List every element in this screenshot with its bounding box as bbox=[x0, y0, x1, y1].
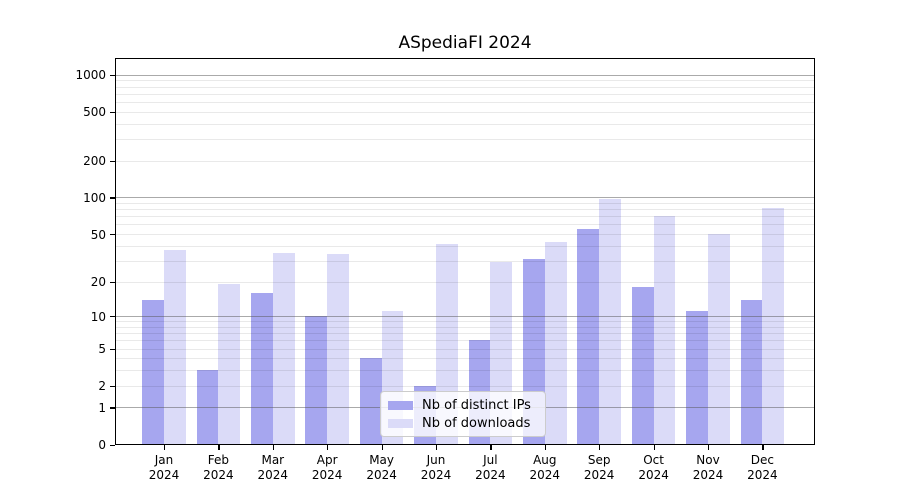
bar-nb-of-downloads-mar-2024 bbox=[272, 252, 295, 445]
y-gridline-major-10 bbox=[115, 316, 815, 318]
y-gridline-minor-5 bbox=[115, 348, 815, 350]
legend-label-downloads: Nb of downloads bbox=[422, 415, 531, 431]
y-tick-label-1000: 1000 bbox=[75, 68, 106, 83]
x-tick-label-aug-2024: Aug 2024 bbox=[529, 452, 561, 482]
y-tick-label-200: 200 bbox=[83, 154, 106, 169]
y-tick-label-50: 50 bbox=[90, 227, 106, 242]
y-gridline-minor-9 bbox=[115, 321, 815, 323]
y-gridline-minor-700 bbox=[115, 93, 815, 95]
y-gridline-major-100 bbox=[115, 197, 815, 199]
x-tick-may-2024 bbox=[381, 444, 383, 450]
y-tick-1 bbox=[110, 407, 115, 409]
y-gridline-minor-600 bbox=[115, 102, 815, 103]
bar-nb-of-downloads-dec-2024 bbox=[762, 207, 785, 445]
y-gridline-minor-6 bbox=[115, 340, 815, 342]
legend: Nb of distinct IPs Nb of downloads bbox=[380, 391, 546, 437]
x-tick-jan-2024 bbox=[164, 444, 166, 450]
y-tick-label-5: 5 bbox=[98, 342, 106, 357]
y-tick-1000 bbox=[110, 74, 115, 76]
bar-nb-of-distinct-ips-oct-2024 bbox=[631, 286, 654, 445]
x-tick-label-apr-2024: Apr 2024 bbox=[311, 452, 343, 482]
x-tick-sep-2024 bbox=[599, 444, 601, 450]
y-gridline-minor-50 bbox=[115, 234, 815, 236]
y-gridline-minor-900 bbox=[115, 80, 815, 82]
x-tick-jun-2024 bbox=[436, 444, 438, 450]
bar-nb-of-downloads-oct-2024 bbox=[653, 216, 676, 445]
y-tick-label-2: 2 bbox=[98, 379, 106, 394]
y-tick-label-1: 1 bbox=[98, 400, 106, 415]
bar-nb-of-downloads-apr-2024 bbox=[327, 254, 349, 445]
x-tick-label-jul-2024: Jul 2024 bbox=[475, 452, 506, 482]
y-gridline-minor-7 bbox=[115, 333, 815, 335]
y-tick-0 bbox=[110, 444, 115, 446]
x-tick-feb-2024 bbox=[218, 444, 220, 450]
x-tick-label-sep-2024: Sep 2024 bbox=[583, 452, 615, 482]
legend-swatch-distinct-ips bbox=[388, 400, 413, 410]
bar-nb-of-downloads-jan-2024 bbox=[164, 249, 186, 445]
y-tick-label-10: 10 bbox=[90, 309, 106, 324]
y-gridline-minor-70 bbox=[115, 216, 815, 218]
x-tick-label-nov-2024: Nov 2024 bbox=[692, 452, 724, 482]
bar-nb-of-distinct-ips-mar-2024 bbox=[251, 292, 273, 445]
x-tick-aug-2024 bbox=[544, 444, 546, 450]
bar-nb-of-downloads-nov-2024 bbox=[708, 234, 730, 445]
bar-nb-of-downloads-sep-2024 bbox=[599, 198, 621, 445]
y-gridline-minor-800 bbox=[115, 86, 815, 88]
y-gridline-minor-80 bbox=[115, 209, 815, 211]
y-gridline-minor-20 bbox=[115, 281, 815, 283]
x-tick-dec-2024 bbox=[762, 444, 764, 450]
x-tick-label-may-2024: May 2024 bbox=[366, 452, 397, 482]
bar-nb-of-distinct-ips-apr-2024 bbox=[305, 316, 328, 445]
x-tick-label-jan-2024: Jan 2024 bbox=[148, 452, 180, 482]
y-gridline-minor-500 bbox=[115, 111, 815, 113]
bar-nb-of-downloads-feb-2024 bbox=[218, 284, 241, 445]
y-tick-label-500: 500 bbox=[83, 105, 106, 120]
y-gridline-minor-200 bbox=[115, 160, 815, 162]
x-tick-label-mar-2024: Mar 2024 bbox=[257, 452, 289, 482]
y-tick-50 bbox=[110, 234, 115, 236]
y-tick-label-100: 100 bbox=[83, 190, 106, 205]
bar-nb-of-downloads-aug-2024 bbox=[544, 241, 567, 445]
y-tick-10 bbox=[110, 316, 115, 318]
x-tick-label-dec-2024: Dec 2024 bbox=[747, 452, 778, 482]
y-gridline-minor-30 bbox=[115, 260, 815, 262]
y-gridline-major-1000 bbox=[115, 74, 815, 76]
chart-title: ASpediaFI 2024 bbox=[398, 33, 532, 53]
y-tick-100 bbox=[110, 197, 115, 199]
y-gridline-minor-40 bbox=[115, 245, 815, 247]
y-gridline-minor-2 bbox=[115, 385, 815, 387]
x-tick-label-feb-2024: Feb 2024 bbox=[203, 452, 234, 482]
y-gridline-minor-3 bbox=[115, 370, 815, 372]
legend-label-distinct-ips: Nb of distinct IPs bbox=[422, 397, 531, 413]
y-gridline-minor-400 bbox=[115, 123, 815, 125]
y-gridline-minor-8 bbox=[115, 326, 815, 328]
y-tick-5 bbox=[110, 348, 115, 350]
y-tick-500 bbox=[110, 111, 115, 113]
legend-item-distinct-ips: Nb of distinct IPs bbox=[388, 398, 545, 413]
x-tick-mar-2024 bbox=[272, 444, 274, 450]
y-gridline-minor-300 bbox=[115, 139, 815, 141]
legend-swatch-downloads bbox=[388, 418, 413, 428]
y-gridline-minor-4 bbox=[115, 358, 815, 360]
x-tick-nov-2024 bbox=[708, 444, 710, 450]
x-tick-jul-2024 bbox=[490, 444, 492, 450]
legend-item-downloads: Nb of downloads bbox=[388, 416, 545, 431]
x-tick-apr-2024 bbox=[327, 444, 329, 450]
y-tick-2 bbox=[110, 385, 115, 387]
plot-area bbox=[115, 58, 815, 445]
bar-nb-of-distinct-ips-sep-2024 bbox=[577, 229, 600, 445]
y-tick-20 bbox=[110, 281, 115, 283]
bar-nb-of-distinct-ips-may-2024 bbox=[359, 358, 382, 445]
y-tick-label-20: 20 bbox=[90, 275, 106, 290]
x-tick-label-oct-2024: Oct 2024 bbox=[638, 452, 669, 482]
x-tick-label-jun-2024: Jun 2024 bbox=[420, 452, 452, 482]
y-gridline-minor-60 bbox=[115, 224, 815, 226]
y-tick-label-0: 0 bbox=[98, 438, 106, 452]
y-gridline-minor-90 bbox=[115, 203, 815, 205]
bar-nb-of-distinct-ips-nov-2024 bbox=[686, 311, 708, 445]
x-tick-oct-2024 bbox=[653, 444, 655, 450]
y-tick-200 bbox=[110, 160, 115, 162]
